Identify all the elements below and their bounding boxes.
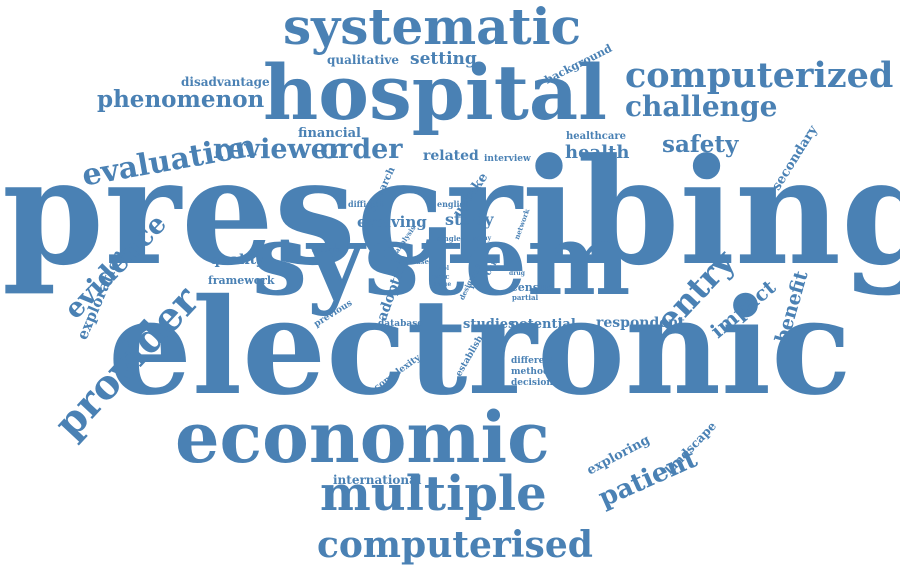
word-quality: quality xyxy=(210,252,265,268)
word-system: system xyxy=(252,203,631,318)
word-interim: interim xyxy=(312,245,342,254)
word-prescribing: prescribing xyxy=(2,127,900,298)
word-proc: proc xyxy=(432,272,450,281)
word-difficult: difficult xyxy=(348,199,384,209)
word-issue: issue xyxy=(434,281,452,288)
word-partial: partial xyxy=(512,293,539,302)
word-method: method xyxy=(511,367,550,377)
word-reviewer: reviewer xyxy=(213,134,343,165)
word-phenomenon: phenomenon xyxy=(97,86,265,113)
word-many: many xyxy=(473,235,492,242)
word-systematic: systematic xyxy=(283,0,582,56)
word-evolving: evolving xyxy=(357,213,427,231)
word-disadvantage: disadvantage xyxy=(181,75,270,89)
word-study: study xyxy=(445,210,494,229)
word-safety: safety xyxy=(662,131,739,158)
word-computerised: computerised xyxy=(317,524,593,566)
word-financial: financial xyxy=(298,126,361,141)
word-economic: economic xyxy=(175,396,550,479)
word-multiple: multiple xyxy=(320,466,547,522)
word-potential: potential xyxy=(510,317,576,332)
word-english: english xyxy=(437,199,470,209)
word-health: health xyxy=(565,142,630,163)
word-order: order xyxy=(320,134,403,165)
word-setting: setting xyxy=(410,49,477,69)
word-healthcare: healthcare xyxy=(566,131,626,142)
word-computerized: computerized xyxy=(625,55,894,96)
word-decision: decision xyxy=(511,378,553,388)
word-tool: tool xyxy=(436,265,450,272)
word-database: database xyxy=(378,319,424,329)
word-studies: studies xyxy=(463,317,516,332)
word-phase: phase xyxy=(406,257,429,266)
word-challenge: challenge xyxy=(625,90,778,123)
word-related: related xyxy=(423,148,479,164)
word-drug: drug xyxy=(509,270,525,277)
word-interview: interview xyxy=(484,154,531,164)
word-respondent: respondent xyxy=(596,315,685,331)
word-census: census xyxy=(511,281,554,294)
word-single: single xyxy=(437,234,461,243)
word-hospital: hospital xyxy=(263,48,607,137)
word-electronic: electronic xyxy=(108,270,852,425)
word-international: international xyxy=(333,473,422,487)
word-framework: framework xyxy=(208,274,275,287)
word-different: different xyxy=(511,356,555,366)
word-qualitative: qualitative xyxy=(327,53,400,67)
